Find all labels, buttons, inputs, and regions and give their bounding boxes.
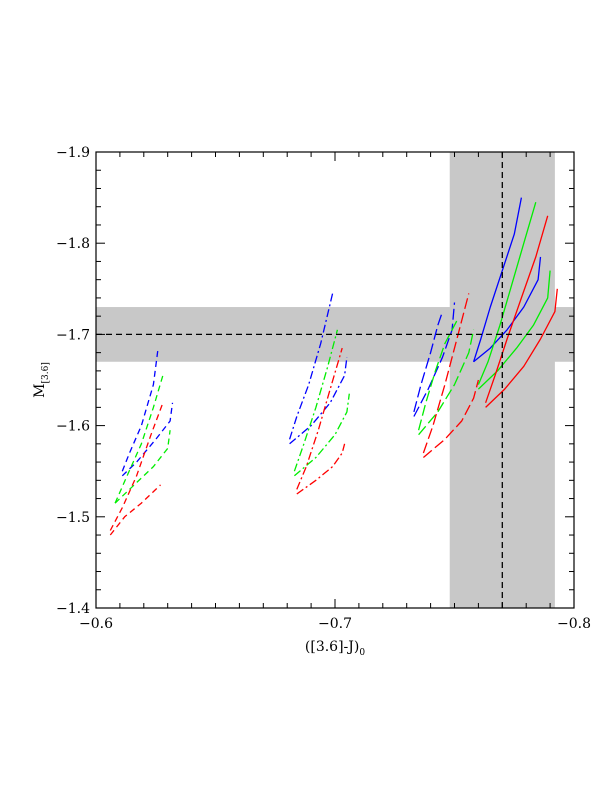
y-tick-label: −1.5 — [56, 510, 90, 526]
series-line-9 — [293, 393, 350, 477]
y-tick-label: −1.6 — [56, 419, 90, 435]
series-line-15 — [418, 329, 475, 436]
series-line-14 — [417, 320, 458, 431]
series-layer — [109, 197, 558, 536]
series-line-8 — [293, 329, 339, 472]
series-line-19 — [473, 256, 542, 363]
y-tick-label: −1.8 — [56, 236, 90, 252]
x-tick-label: −0.8 — [557, 616, 591, 632]
series-line-3 — [114, 430, 171, 504]
x-tick-label: −0.6 — [79, 616, 113, 632]
series-line-12 — [413, 311, 444, 413]
series-line-0 — [121, 348, 159, 472]
y-tick-label: −1.7 — [56, 327, 90, 343]
series-line-5 — [109, 484, 161, 536]
series-line-23 — [485, 288, 558, 408]
series-line-11 — [296, 443, 346, 495]
series-line-1 — [121, 402, 174, 477]
y-tick-label: −1.4 — [56, 601, 90, 617]
y-tick-label: −1.9 — [56, 145, 90, 161]
series-line-18 — [472, 197, 523, 362]
x-axis-label: ([3.6]-J)0 — [305, 639, 365, 658]
series-line-16 — [422, 293, 470, 454]
series-line-17 — [422, 379, 480, 458]
x-tick-label: −0.7 — [318, 616, 352, 632]
series-line-13 — [413, 302, 456, 417]
y-axis-label: M[3.6] — [32, 362, 51, 398]
y-reference-band — [96, 307, 574, 362]
tick-labels: −0.6 −0.7 −0.8 −1.4 −1.5 −1.6 −1.7 −1.8 −1.9 — [56, 145, 591, 632]
series-line-6 — [288, 293, 334, 440]
series-line-2 — [114, 375, 164, 504]
x-reference-band — [449, 152, 555, 608]
series-line-20 — [477, 202, 537, 385]
series-line-7 — [289, 357, 348, 445]
series-line-22 — [484, 215, 549, 404]
reference-lines — [96, 152, 574, 608]
series-line-10 — [296, 347, 343, 490]
ticks — [95, 151, 575, 609]
reference-bands — [96, 152, 574, 608]
series-line-4 — [109, 402, 164, 531]
series-line-21 — [477, 270, 551, 390]
